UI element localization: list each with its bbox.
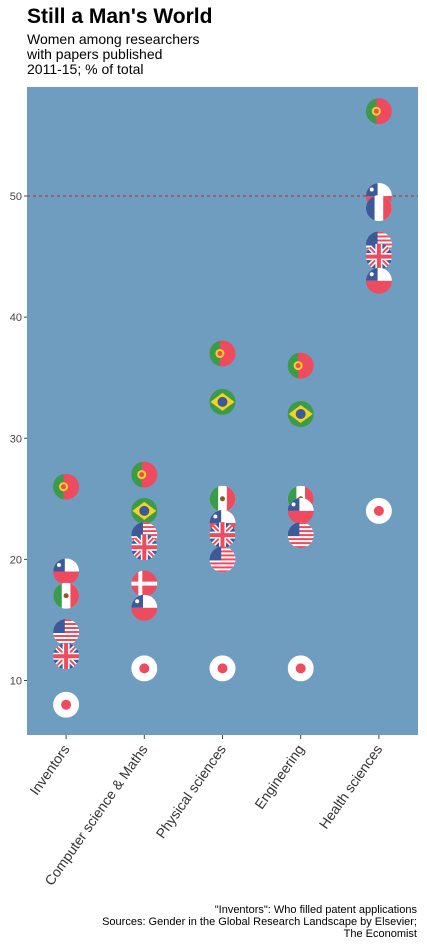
y-tick-label: 40 <box>10 312 22 324</box>
flag-point-portugal <box>131 461 158 488</box>
flag-point-united-kingdom <box>131 534 158 561</box>
flag-point-portugal <box>287 352 314 379</box>
y-tick-label: 20 <box>10 554 22 566</box>
y-tick-label: 10 <box>10 675 22 687</box>
flag-point-chile <box>287 497 314 524</box>
flag-point-brazil <box>287 401 314 427</box>
y-axis: 10 20 30 40 50 <box>10 191 27 687</box>
flag-point-portugal <box>365 98 392 125</box>
flag-point-brazil <box>209 388 236 415</box>
flag-point-chile <box>53 558 80 585</box>
flag-point-japan <box>209 655 236 682</box>
flag-points <box>53 98 392 718</box>
flag-point-france <box>365 195 392 222</box>
category-label: Inventors <box>26 742 72 798</box>
subtitle-line: with papers published <box>27 46 163 62</box>
flag-point-chile <box>131 594 158 621</box>
y-tick-label: 30 <box>10 433 22 445</box>
flag-point-japan <box>53 691 80 718</box>
flag-point-united-states <box>287 522 314 549</box>
caption-line: "Inventors": Who filled patent applicati… <box>214 904 417 916</box>
subtitle-line: Women among researchers <box>27 31 200 47</box>
chart-title: Still a Man's World <box>27 5 213 28</box>
flag-point-portugal <box>209 340 236 367</box>
flag-point-japan <box>365 497 392 524</box>
category-label: Engineering <box>251 742 307 812</box>
flag-point-united-states <box>209 546 236 573</box>
flag-point-united-states <box>53 619 80 645</box>
flag-point-mexico <box>209 485 236 512</box>
flag-point-portugal <box>53 473 80 500</box>
subtitle-line: 2011-15; % of total <box>27 61 144 77</box>
caption-line: Sources: Gender in the Global Research L… <box>102 916 417 928</box>
chart-subtitle: Women among researchers with papers publ… <box>27 32 287 77</box>
y-tick-label: 50 <box>10 191 22 203</box>
flag-point-united-kingdom <box>53 643 80 670</box>
flag-point-united-kingdom <box>209 522 236 549</box>
flag-point-mexico <box>53 582 80 609</box>
category-label: Physical sciences <box>152 742 228 842</box>
caption-line: The Economist <box>343 928 417 940</box>
chart-caption: "Inventors": Who filled patent applicati… <box>102 904 417 940</box>
flag-point-japan <box>287 655 314 682</box>
flag-point-chile <box>365 267 392 294</box>
flag-point-denmark <box>131 570 158 597</box>
flag-point-united-kingdom <box>365 243 392 270</box>
flag-point-japan <box>131 655 158 682</box>
flag-point-brazil <box>131 497 158 524</box>
category-label: Health sciences <box>316 742 386 832</box>
